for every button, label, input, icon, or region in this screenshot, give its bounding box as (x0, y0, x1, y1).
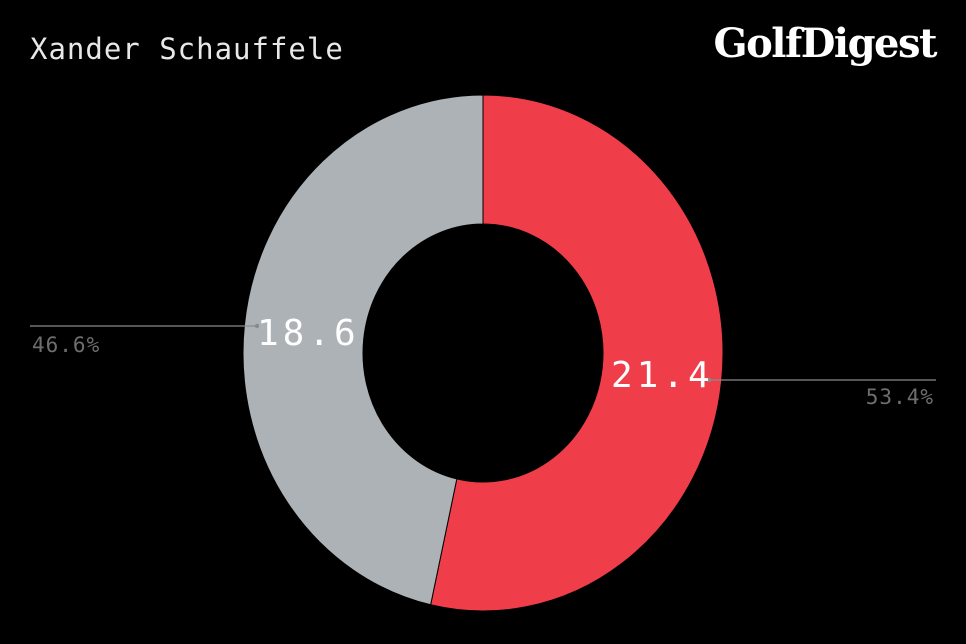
slice-percent-label-1: 53.4% (866, 385, 934, 409)
chart-title: Xander Schauffele (30, 32, 344, 66)
slice-percent-label-2: 46.6% (32, 333, 100, 357)
golf-digest-logo: GolfDigest (713, 20, 937, 67)
slice-value-label-1: 21.4 (611, 355, 714, 396)
donut-slice-1 (430, 94, 724, 612)
donut-slices (242, 94, 724, 612)
leader-dot-1 (706, 377, 712, 383)
donut-labels: 21.4 53.4% 18.6 46.6% (30, 313, 936, 409)
donut-slice-2 (242, 94, 484, 606)
slice-value-label-2: 18.6 (257, 313, 360, 354)
leader-dot-2 (254, 323, 260, 329)
